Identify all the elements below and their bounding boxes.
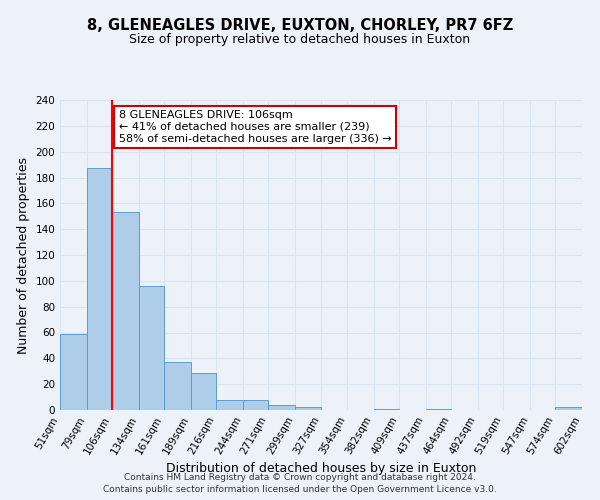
Bar bbox=[191, 372, 217, 410]
Text: Size of property relative to detached houses in Euxton: Size of property relative to detached ho… bbox=[130, 32, 470, 46]
Bar bbox=[425, 408, 451, 410]
Bar bbox=[139, 286, 164, 410]
Text: Contains public sector information licensed under the Open Government Licence v3: Contains public sector information licen… bbox=[103, 484, 497, 494]
Bar bbox=[268, 405, 295, 410]
Bar bbox=[60, 334, 86, 410]
Bar bbox=[164, 362, 191, 410]
Bar bbox=[86, 168, 112, 410]
Text: 8 GLENEAGLES DRIVE: 106sqm
← 41% of detached houses are smaller (239)
58% of sem: 8 GLENEAGLES DRIVE: 106sqm ← 41% of deta… bbox=[119, 110, 391, 144]
Bar bbox=[295, 408, 322, 410]
Y-axis label: Number of detached properties: Number of detached properties bbox=[17, 156, 30, 354]
Bar bbox=[112, 212, 139, 410]
Bar bbox=[217, 400, 243, 410]
Text: Contains HM Land Registry data © Crown copyright and database right 2024.: Contains HM Land Registry data © Crown c… bbox=[124, 473, 476, 482]
Bar bbox=[374, 408, 399, 410]
X-axis label: Distribution of detached houses by size in Euxton: Distribution of detached houses by size … bbox=[166, 462, 476, 475]
Text: 8, GLENEAGLES DRIVE, EUXTON, CHORLEY, PR7 6FZ: 8, GLENEAGLES DRIVE, EUXTON, CHORLEY, PR… bbox=[87, 18, 513, 32]
Bar bbox=[556, 408, 582, 410]
Bar bbox=[243, 400, 268, 410]
